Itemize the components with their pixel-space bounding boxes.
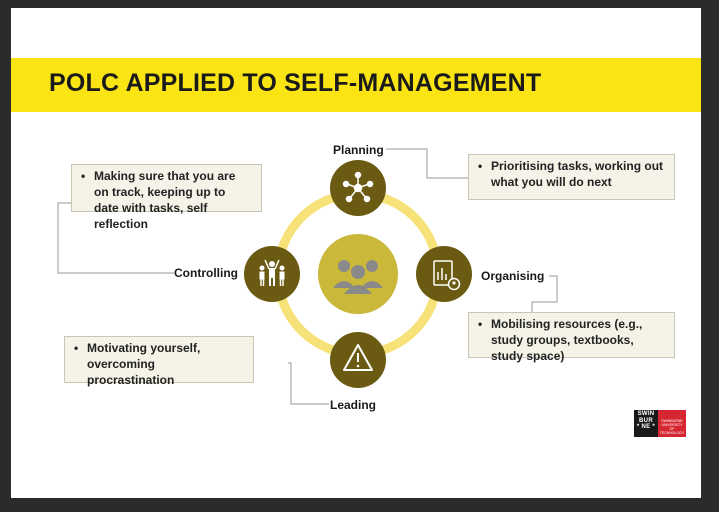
swinburne-logo: SWIN BUR * NE * SWINBURNE UNIVERSITY OF … (634, 410, 686, 437)
connector-controlling (57, 202, 174, 274)
organising-node (416, 246, 472, 302)
group-people-icon (333, 260, 383, 294)
logo-line: SWINBURNE (661, 419, 683, 423)
callout-planning: • Prioritising tasks, working out what y… (468, 154, 675, 200)
slide: POLC APPLIED TO SELF-MANAGEMENT (11, 8, 701, 498)
logo-line: SWIN (637, 411, 655, 417)
logo-line: TECHNOLOGY (659, 431, 685, 435)
connector-leading (288, 362, 329, 405)
callout-organising: • Mobilising resources (e.g., study grou… (468, 312, 675, 363)
label-controlling: Controlling (174, 266, 238, 280)
label-leading: Leading (330, 398, 377, 412)
bullet: • (478, 159, 483, 173)
team-people-icon (259, 259, 285, 286)
page-title: POLC APPLIED TO SELF-MANAGEMENT (49, 69, 542, 97)
logo-mark: SWIN BUR * NE * (634, 410, 658, 437)
polc-diagram (57, 148, 558, 405)
bullet: • (74, 341, 79, 355)
callout-planning-text: Prioritising tasks, working out what you… (491, 159, 664, 189)
bullet: • (478, 317, 483, 331)
callout-organising-text: Mobilising resources (e.g., study groups… (491, 317, 643, 363)
logo-line: UNIVERSITY OF (661, 423, 683, 431)
callout-controlling: • Making sure that you are on track, kee… (71, 164, 262, 231)
connector-planning (386, 148, 468, 179)
connector-organising (531, 275, 558, 312)
callout-leading-text: Motivating yourself, overcoming procrast… (87, 341, 201, 387)
logo-line: BUR (639, 417, 653, 424)
warning-triangle-icon (343, 344, 373, 371)
logo-line: * NE * (636, 424, 656, 430)
document-chart-icon (433, 260, 461, 291)
title-band: POLC APPLIED TO SELF-MANAGEMENT (11, 58, 701, 112)
callout-controlling-text: Making sure that you are on track, keepi… (94, 169, 236, 231)
label-planning: Planning (333, 143, 384, 157)
label-organising: Organising (481, 269, 545, 283)
network-hub-icon (342, 171, 374, 203)
callout-leading: • Motivating yourself, overcoming procra… (64, 336, 254, 387)
logo-wordmark: SWINBURNE UNIVERSITY OF TECHNOLOGY (658, 410, 686, 437)
bullet: • (81, 169, 86, 183)
